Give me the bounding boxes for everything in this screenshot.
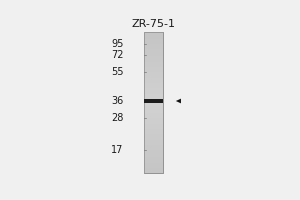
Bar: [145, 154, 163, 156]
Bar: [145, 108, 163, 110]
Bar: [145, 81, 163, 83]
Bar: [145, 134, 163, 136]
Bar: [145, 49, 163, 51]
Bar: [145, 35, 163, 37]
Bar: [145, 168, 163, 170]
Bar: [145, 88, 163, 90]
Bar: [145, 94, 163, 95]
Bar: [145, 113, 163, 115]
Bar: [145, 51, 163, 53]
Bar: [145, 104, 163, 106]
Bar: [145, 60, 163, 62]
Bar: [145, 163, 163, 165]
Bar: [145, 32, 163, 33]
Bar: [145, 138, 163, 140]
Bar: [145, 152, 163, 154]
Bar: [145, 165, 163, 166]
Bar: [145, 129, 163, 131]
Polygon shape: [176, 99, 181, 103]
Bar: [145, 133, 163, 134]
Bar: [145, 161, 163, 163]
Bar: [145, 120, 163, 122]
Bar: [145, 99, 163, 103]
Bar: [145, 80, 163, 81]
Bar: [145, 69, 163, 71]
Bar: [145, 115, 163, 117]
Bar: [145, 156, 163, 157]
Bar: [145, 74, 163, 76]
Bar: [145, 41, 163, 42]
Bar: [145, 90, 163, 92]
Bar: [145, 166, 163, 168]
Bar: [145, 145, 163, 147]
Bar: [145, 95, 163, 97]
Ellipse shape: [149, 100, 158, 102]
Bar: [145, 85, 163, 87]
Bar: [145, 76, 163, 78]
Bar: [145, 159, 163, 161]
Bar: [145, 157, 163, 159]
Bar: [145, 71, 163, 72]
Bar: [145, 142, 163, 143]
Bar: [145, 62, 163, 64]
Bar: [145, 103, 163, 104]
Bar: [145, 140, 163, 142]
Bar: [145, 32, 163, 173]
Bar: [145, 55, 163, 56]
Bar: [145, 124, 163, 126]
Bar: [145, 42, 163, 44]
Bar: [145, 92, 163, 94]
Bar: [145, 150, 163, 152]
Bar: [145, 101, 163, 103]
Text: 55: 55: [111, 67, 124, 77]
Bar: [145, 67, 163, 69]
Bar: [145, 127, 163, 129]
Text: 72: 72: [111, 50, 124, 60]
Text: 95: 95: [111, 39, 124, 49]
Bar: [145, 149, 163, 150]
Bar: [145, 37, 163, 39]
Bar: [145, 58, 163, 60]
Bar: [145, 110, 163, 111]
Text: 28: 28: [111, 113, 124, 123]
Bar: [145, 147, 163, 149]
Bar: [145, 64, 163, 65]
Bar: [145, 56, 163, 58]
Bar: [145, 118, 163, 120]
Text: 17: 17: [111, 145, 124, 155]
Bar: [145, 53, 163, 55]
Bar: [145, 39, 163, 41]
Bar: [145, 131, 163, 133]
Bar: [145, 106, 163, 108]
Bar: [145, 117, 163, 118]
Bar: [145, 111, 163, 113]
Bar: [145, 78, 163, 80]
Bar: [145, 122, 163, 124]
Text: 36: 36: [111, 96, 124, 106]
Bar: [145, 33, 163, 35]
Text: ZR-75-1: ZR-75-1: [132, 19, 176, 29]
Bar: [145, 72, 163, 74]
Bar: [145, 136, 163, 138]
Bar: [145, 48, 163, 49]
Bar: [145, 99, 163, 101]
Bar: [145, 65, 163, 67]
Bar: [145, 87, 163, 88]
Bar: [145, 97, 163, 99]
Bar: [145, 170, 163, 172]
Bar: [145, 46, 163, 48]
Bar: [145, 83, 163, 85]
Bar: [145, 44, 163, 46]
Bar: [145, 126, 163, 127]
Bar: [145, 172, 163, 173]
Bar: [145, 143, 163, 145]
Bar: [145, 32, 163, 173]
